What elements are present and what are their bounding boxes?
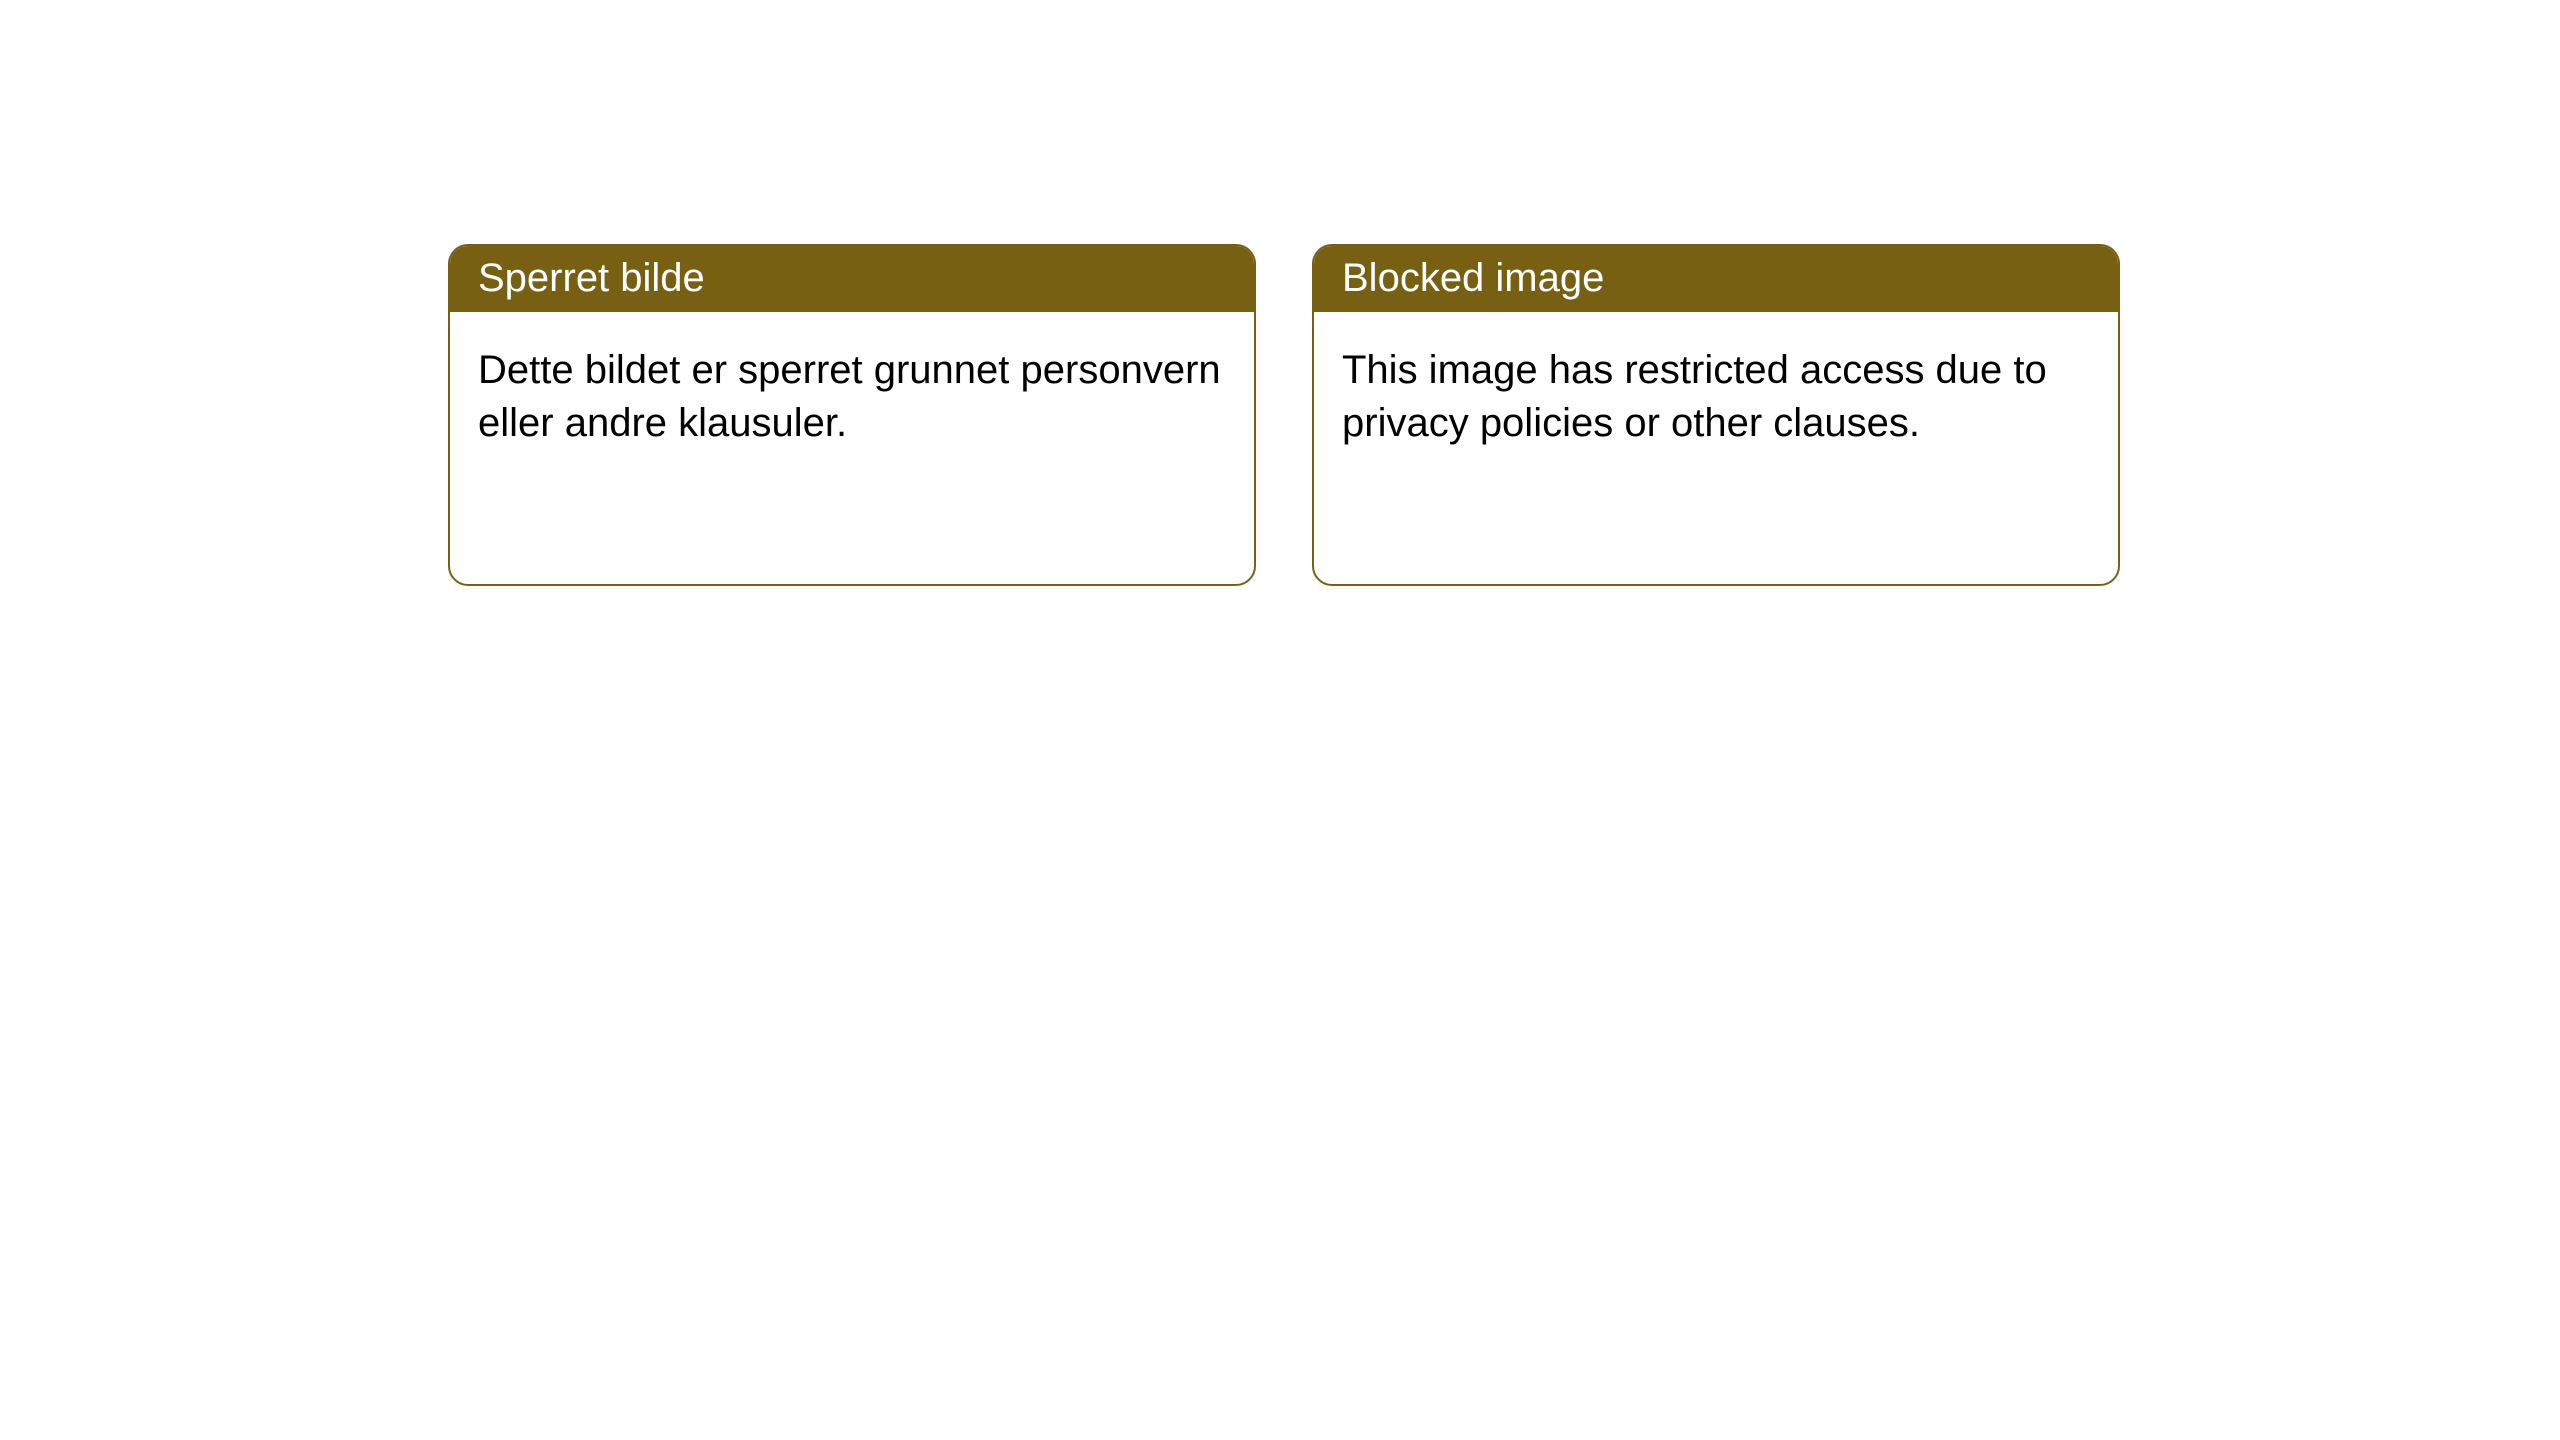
notice-card-no: Sperret bilde Dette bildet er sperret gr… [448,244,1256,586]
notice-card-title: Blocked image [1314,246,2118,312]
notice-card-title: Sperret bilde [450,246,1254,312]
notice-card-body: Dette bildet er sperret grunnet personve… [450,312,1254,584]
notice-card-en: Blocked image This image has restricted … [1312,244,2120,586]
notice-container: Sperret bilde Dette bildet er sperret gr… [448,244,2120,586]
notice-card-body: This image has restricted access due to … [1314,312,2118,584]
